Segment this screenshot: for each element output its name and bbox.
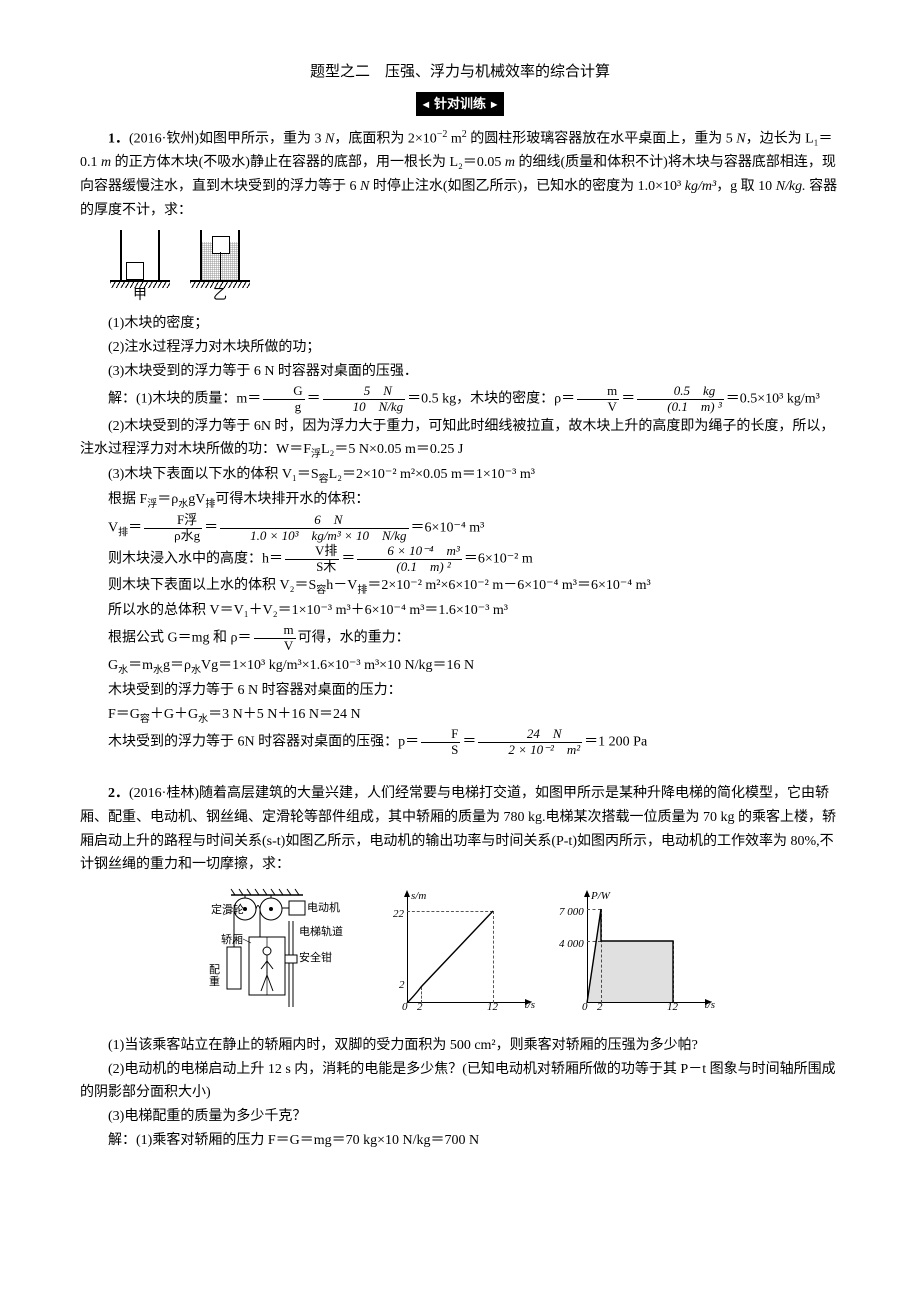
- figure-yi: 乙: [200, 230, 240, 308]
- p1-sol3-gmg: 根据公式 G＝mg 和 ρ＝mV可得，水的重力：: [80, 623, 840, 654]
- problem-1-figures: 甲 乙: [120, 230, 840, 308]
- p1-sol3-vpai: V排＝F浮ρ水g＝6 N1.0 × 10³ kg/m³ × 10 N/kg＝6×…: [80, 513, 840, 544]
- p2-q1: (1)当该乘客站立在静止的轿厢内时，双脚的受力面积为 500 cm²，则乘客对轿…: [80, 1034, 840, 1058]
- p2-q3: (3)电梯配重的质量为多少千克？: [80, 1105, 840, 1129]
- svg-text:安全钳: 安全钳: [299, 950, 332, 964]
- p1-q1: (1)木块的密度；: [80, 312, 840, 336]
- svg-text:电梯轨道: 电梯轨道: [299, 924, 343, 938]
- problem-1-text: 1．(2016·钦州)如图甲所示，重为 3 N，底面积为 2×10−2 m2 的…: [80, 126, 840, 223]
- problem-2-figures: 电动机 电梯轨道 安全钳 配重 轿厢 定滑轮 s/m t/s 22 2 0 2 …: [80, 887, 840, 1024]
- pt-graph: P/W t/s 7 000 4 000 0 2 12: [565, 887, 715, 1017]
- problem-2-text: 2．(2016·桂林)随着高层建筑的大量兴建，人们经常要与电梯打交道，如图甲所示…: [80, 782, 840, 877]
- p1-q3: (3)木块受到的浮力等于 6 N 时容器对桌面的压强．: [80, 360, 840, 384]
- p1-sol3-f-txt: 木块受到的浮力等于 6 N 时容器对桌面的压力：: [80, 679, 840, 703]
- p1-sol3-vtot: 所以水的总体积 V＝V₁＋V₂＝1×10⁻³ m³＋6×10⁻⁴ m³＝1.6×…: [80, 599, 840, 623]
- svg-text:定滑轮: 定滑轮: [211, 902, 244, 916]
- section-badge: 针对训练: [416, 92, 503, 116]
- p1-q2: (2)注水过程浮力对木块所做的功；: [80, 336, 840, 360]
- p2-q2: (2)电动机的电梯启动上升 12 s 内，消耗的电能是多少焦？(已知电动机对轿厢…: [80, 1058, 840, 1106]
- svg-text:轿厢: 轿厢: [221, 932, 243, 946]
- svg-text:重: 重: [209, 974, 220, 988]
- p1-sol3-p: 木块受到的浮力等于 6N 时容器对桌面的压强：p＝FS＝24 N2 × 10⁻²…: [80, 727, 840, 758]
- p1-sol3-f: F＝G容＋G＋G水＝3 N＋5 N＋16 N＝24 N: [80, 703, 840, 728]
- problem-1-source: (2016·钦州): [129, 131, 199, 146]
- problem-1-number: 1．: [108, 131, 129, 146]
- st-graph: s/m t/s 22 2 0 2 12: [385, 887, 535, 1017]
- problem-2-number: 2．: [108, 786, 129, 801]
- problem-2-source: (2016·桂林): [129, 786, 199, 801]
- p1-sol3-v2: 则木块下表面以上水的体积 V₂＝S容h－V排＝2×10⁻² m²×6×10⁻² …: [80, 574, 840, 599]
- page-title: 题型之二 压强、浮力与机械效率的综合计算: [80, 60, 840, 86]
- p2-sol1: 解：(1)乘客对轿厢的压力 F＝G＝mg＝70 kg×10 N/kg＝700 N: [80, 1129, 840, 1153]
- elevator-diagram: 电动机 电梯轨道 安全钳 配重 轿厢 定滑轮: [205, 887, 355, 1024]
- figure-jia: 甲: [120, 230, 160, 308]
- p1-sol3-line2: 根据 F浮＝ρ水gV排可得木块排开水的体积：: [80, 488, 840, 513]
- p1-sol2: (2)木块受到的浮力等于 6N 时，因为浮力大于重力，可知此时细线被拉直，故木块…: [80, 415, 840, 464]
- svg-text:电动机: 电动机: [307, 900, 340, 914]
- p1-sol3-gshui: G水＝m水g＝ρ水Vg＝1×10³ kg/m³×1.6×10⁻³ m³×10 N…: [80, 654, 840, 679]
- p1-sol1: 解：(1)木块的质量：m＝Gg＝5 N10 N/kg＝0.5 kg，木块的密度：…: [80, 384, 840, 415]
- p1-sol3-line1: (3)木块下表面以下水的体积 V₁＝S容L₂＝2×10⁻² m²×0.05 m＝…: [80, 463, 840, 488]
- p1-sol3-h: 则木块浸入水中的高度：h＝V排S木＝6 × 10⁻⁴ m³(0.1 m) ²＝6…: [80, 544, 840, 575]
- svg-text:配: 配: [209, 963, 220, 976]
